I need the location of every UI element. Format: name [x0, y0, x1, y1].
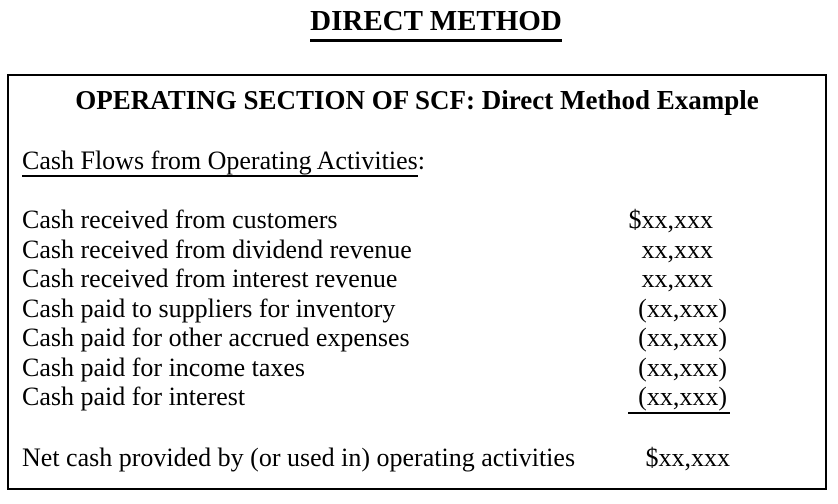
table-row: Cash paid for other accrued expenses (xx… — [9, 323, 825, 353]
title-wrap: DIRECT METHOD — [0, 6, 838, 42]
row-label: Cash paid for interest — [22, 382, 246, 411]
row-amount: xx,xxx — [641, 264, 714, 293]
row-amount: (xx,xxx) — [628, 382, 730, 414]
table-row: Cash received from dividend revenue xx,x… — [9, 235, 825, 265]
table-row: Cash received from interest revenue xx,x… — [9, 264, 825, 294]
page-title: DIRECT METHOD — [310, 6, 562, 42]
row-amount: (xx,xxx) — [638, 323, 727, 352]
table-row: Cash paid for interest (xx,xxx) — [9, 382, 825, 414]
box-header: OPERATING SECTION OF SCF: Direct Method … — [75, 85, 759, 115]
row-label: Cash paid to suppliers for inventory — [22, 293, 396, 323]
cash-flow-rows: Cash received from customers $xx,xxx Cas… — [9, 205, 825, 414]
row-label: Cash paid for income taxes — [22, 352, 306, 382]
section-heading-colon: : — [417, 146, 425, 175]
net-total-label: Net cash provided by (or used in) operat… — [22, 442, 576, 472]
row-amount: (xx,xxx) — [638, 293, 727, 323]
row-label: Cash received from customers — [22, 205, 338, 234]
row-amount: (xx,xxx) — [638, 352, 727, 382]
row-label: Cash received from dividend revenue — [22, 234, 412, 264]
net-total-amount: $xx,xxx — [645, 442, 731, 472]
row-amount: $xx,xxx — [628, 205, 714, 234]
row-label: Cash paid for other accrued expenses — [22, 323, 410, 352]
row-amount: xx,xxx — [641, 234, 714, 264]
table-row: Cash received from customers $xx,xxx — [9, 205, 825, 235]
net-total-row: Net cash provided by (or used in) operat… — [9, 443, 825, 473]
subtotal-underline: (xx,xxx) — [628, 382, 730, 414]
table-row: Cash paid to suppliers for inventory (xx… — [9, 294, 825, 324]
scf-example-box: OPERATING SECTION OF SCF: Direct Method … — [7, 74, 827, 490]
table-row: Cash paid for income taxes (xx,xxx) — [9, 353, 825, 383]
row-label: Cash received from interest revenue — [22, 264, 398, 293]
section-heading: Cash Flows from Operating Activities: — [9, 146, 825, 177]
section-heading-text: Cash Flows from Operating Activities — [22, 146, 418, 177]
